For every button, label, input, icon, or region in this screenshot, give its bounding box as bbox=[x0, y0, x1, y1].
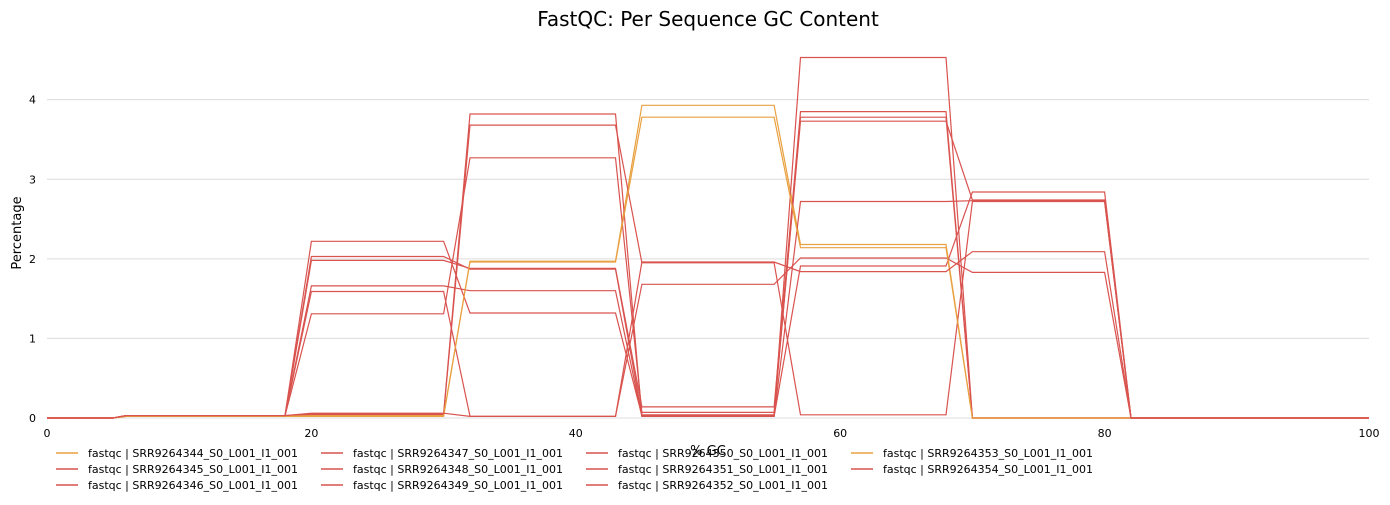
legend-item: fastqc | SRR9264349_S0_L001_I1_001 bbox=[321, 479, 563, 492]
legend: fastqc | SRR9264344_S0_L001_I1_001fastqc… bbox=[56, 447, 1093, 492]
y-tick-label: 3 bbox=[29, 173, 36, 186]
legend-label: fastqc | SRR9264344_S0_L001_I1_001 bbox=[88, 447, 298, 460]
x-tick-label: 100 bbox=[1359, 427, 1380, 440]
legend-item: fastqc | SRR9264350_S0_L001_I1_001 bbox=[586, 447, 828, 460]
legend-label: fastqc | SRR9264349_S0_L001_I1_001 bbox=[353, 479, 563, 492]
x-tick-label: 60 bbox=[833, 427, 847, 440]
series-line bbox=[47, 56, 1369, 419]
legend-item: fastqc | SRR9264345_S0_L001_I1_001 bbox=[56, 463, 298, 476]
y-axis-label: Percentage bbox=[10, 196, 25, 269]
legend-item: fastqc | SRR9264352_S0_L001_I1_001 bbox=[586, 479, 828, 492]
y-tick-label: 0 bbox=[29, 412, 36, 425]
series-lines bbox=[47, 56, 1369, 419]
legend-label: fastqc | SRR9264347_S0_L001_I1_001 bbox=[353, 447, 563, 460]
x-axis-label: % GC bbox=[690, 444, 726, 459]
y-tick-labels: 0 1 2 3 4 bbox=[29, 94, 36, 425]
legend-item: fastqc | SRR9264354_S0_L001_I1_001 bbox=[851, 463, 1093, 476]
series-line bbox=[47, 120, 1369, 419]
legend-item: fastqc | SRR9264351_S0_L001_I1_001 bbox=[586, 463, 828, 476]
chart-title: FastQC: Per Sequence GC Content bbox=[537, 7, 879, 31]
legend-item: fastqc | SRR9264344_S0_L001_I1_001 bbox=[56, 447, 298, 460]
x-tick-label: 80 bbox=[1098, 427, 1112, 440]
series-line bbox=[47, 124, 1369, 419]
series-line bbox=[47, 200, 1369, 419]
x-tick-label: 20 bbox=[304, 427, 318, 440]
x-tick-label: 0 bbox=[44, 427, 51, 440]
legend-label: fastqc | SRR9264345_S0_L001_I1_001 bbox=[88, 463, 298, 476]
legend-item: fastqc | SRR9264347_S0_L001_I1_001 bbox=[321, 447, 563, 460]
legend-label: fastqc | SRR9264354_S0_L001_I1_001 bbox=[883, 463, 1093, 476]
y-tick-label: 4 bbox=[29, 94, 36, 107]
series-line bbox=[47, 110, 1369, 419]
series-line bbox=[47, 113, 1369, 419]
series-line bbox=[47, 116, 1369, 419]
x-tick-label: 40 bbox=[569, 427, 583, 440]
legend-item: fastqc | SRR9264348_S0_L001_I1_001 bbox=[321, 463, 563, 476]
y-tick-label: 2 bbox=[29, 253, 36, 266]
legend-label: fastqc | SRR9264351_S0_L001_I1_001 bbox=[618, 463, 828, 476]
series-line bbox=[47, 251, 1369, 419]
legend-label: fastqc | SRR9264353_S0_L001_I1_001 bbox=[883, 447, 1093, 460]
x-tick-labels: 0 20 40 60 80 100 bbox=[44, 427, 1380, 440]
grid-lines bbox=[47, 99, 1369, 419]
legend-item: fastqc | SRR9264346_S0_L001_I1_001 bbox=[56, 479, 298, 492]
legend-label: fastqc | SRR9264352_S0_L001_I1_001 bbox=[618, 479, 828, 492]
legend-label: fastqc | SRR9264348_S0_L001_I1_001 bbox=[353, 463, 563, 476]
legend-label: fastqc | SRR9264346_S0_L001_I1_001 bbox=[88, 479, 298, 492]
legend-label: fastqc | SRR9264350_S0_L001_I1_001 bbox=[618, 447, 828, 460]
y-tick-label: 1 bbox=[29, 332, 36, 345]
legend-item: fastqc | SRR9264353_S0_L001_I1_001 bbox=[851, 447, 1093, 460]
series-line bbox=[47, 116, 1369, 419]
